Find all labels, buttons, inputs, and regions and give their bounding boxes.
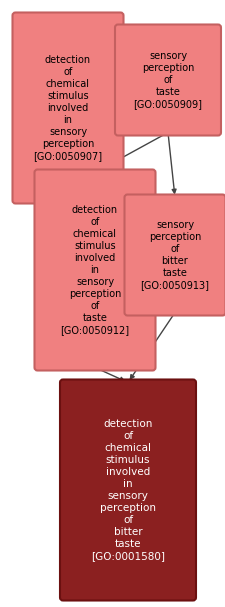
Text: sensory
perception
of
bitter
taste
[GO:0050913]: sensory perception of bitter taste [GO:0… [140, 220, 209, 290]
Text: detection
of
chemical
stimulus
involved
in
sensory
perception
of
bitter
taste
[G: detection of chemical stimulus involved … [91, 419, 164, 561]
Text: detection
of
chemical
stimulus
involved
in
sensory
perception
of
taste
[GO:00509: detection of chemical stimulus involved … [60, 205, 129, 335]
FancyBboxPatch shape [124, 194, 225, 316]
FancyBboxPatch shape [60, 379, 195, 600]
FancyBboxPatch shape [34, 169, 155, 370]
FancyBboxPatch shape [115, 24, 220, 135]
Text: sensory
perception
of
taste
[GO:0050909]: sensory perception of taste [GO:0050909] [133, 51, 202, 109]
Text: detection
of
chemical
stimulus
involved
in
sensory
perception
[GO:0050907]: detection of chemical stimulus involved … [33, 55, 102, 161]
FancyBboxPatch shape [12, 13, 123, 203]
